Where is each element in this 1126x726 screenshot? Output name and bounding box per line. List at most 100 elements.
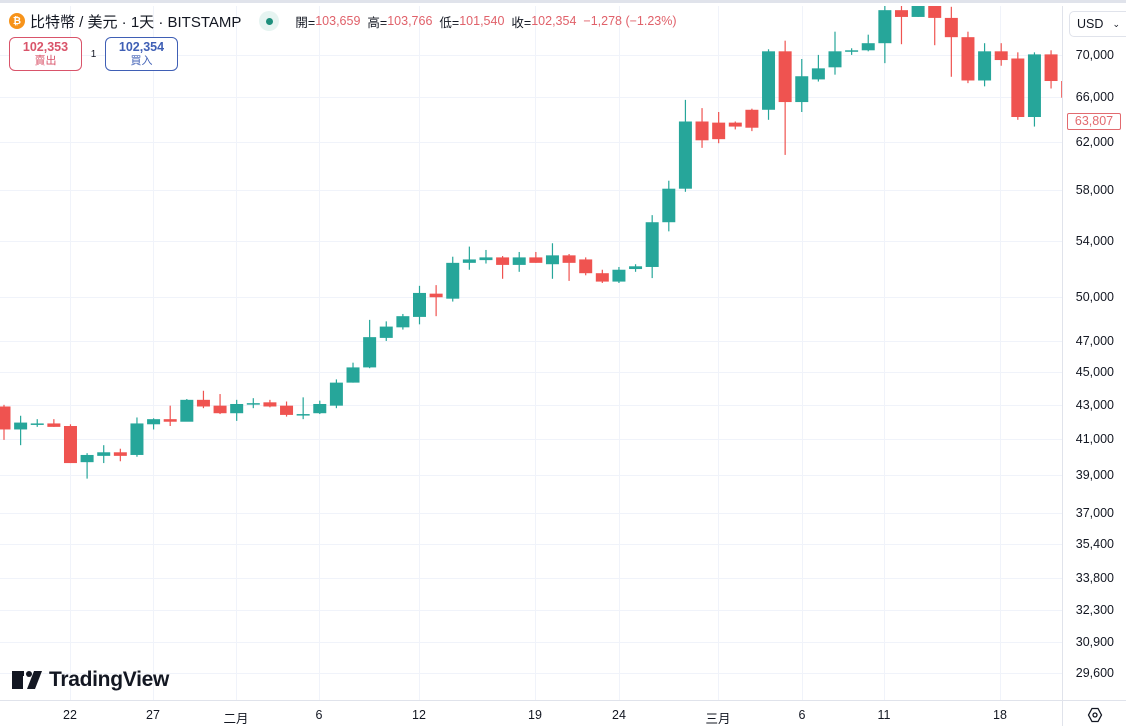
market-open-dot-icon — [265, 17, 273, 25]
candle[interactable] — [911, 6, 925, 17]
candle[interactable] — [961, 31, 975, 84]
candle[interactable] — [213, 394, 227, 415]
tradingview-logo-text: TradingView — [49, 668, 170, 691]
candle[interactable] — [496, 256, 510, 279]
candle[interactable] — [678, 99, 692, 192]
price-tick-label: 62,000 — [1075, 135, 1114, 150]
candle[interactable] — [645, 215, 659, 279]
candle[interactable] — [196, 390, 210, 409]
price-tick-label: 58,000 — [1075, 182, 1114, 197]
close-value: 102,354 — [531, 14, 577, 28]
sell-button[interactable]: 102,353 賣出 — [9, 37, 82, 71]
candle[interactable] — [130, 417, 144, 457]
candle[interactable] — [894, 6, 908, 45]
candle[interactable] — [1044, 50, 1058, 89]
candle[interactable] — [878, 6, 892, 64]
price-tick-label: 29,600 — [1075, 665, 1114, 680]
candle[interactable] — [762, 49, 776, 120]
price-tick-label: 33,800 — [1075, 570, 1114, 585]
candle[interactable] — [180, 399, 194, 422]
candle[interactable] — [446, 256, 460, 302]
currency-selector[interactable]: USD ⌄ — [1069, 11, 1126, 37]
tradingview-logo-icon — [12, 671, 42, 689]
candle[interactable] — [363, 319, 377, 369]
candle[interactable] — [579, 257, 593, 276]
candle[interactable] — [978, 43, 992, 87]
candle[interactable] — [280, 401, 294, 417]
candle[interactable] — [346, 362, 360, 383]
candle[interactable] — [695, 108, 709, 148]
candle[interactable] — [230, 399, 244, 421]
candle[interactable] — [479, 249, 493, 264]
candle[interactable] — [462, 246, 476, 270]
candle[interactable] — [595, 269, 609, 284]
candle[interactable] — [97, 445, 111, 464]
candle[interactable] — [811, 54, 825, 82]
buy-button[interactable]: 102,354 買入 — [105, 37, 178, 71]
candle[interactable] — [413, 285, 426, 325]
candle[interactable] — [994, 43, 1008, 66]
price-tick-label: 45,000 — [1075, 365, 1114, 380]
currency-label: USD — [1077, 17, 1104, 31]
candle[interactable] — [861, 34, 875, 52]
candle[interactable] — [113, 448, 127, 462]
symbol-legend: ₿ 比特幣 / 美元 · 1天 · BITSTAMP 開= 103,659 高= 1… — [9, 11, 677, 31]
time-axis[interactable]: 22 27 二月 6 12 19 24 三月 6 11 18 — [0, 700, 1062, 726]
candle[interactable] — [1011, 52, 1025, 120]
candle[interactable] — [379, 321, 393, 341]
candle[interactable] — [944, 6, 958, 77]
price-tick-label: 37,000 — [1075, 505, 1114, 520]
candle[interactable] — [662, 180, 676, 232]
candle[interactable] — [778, 40, 792, 155]
candle[interactable] — [1027, 52, 1041, 127]
price-tick-label: 50,000 — [1075, 289, 1114, 304]
candle[interactable] — [296, 397, 310, 420]
candle[interactable] — [629, 264, 643, 272]
candle[interactable] — [795, 59, 809, 112]
candle[interactable] — [562, 253, 576, 281]
candle[interactable] — [1061, 81, 1062, 98]
candle[interactable] — [828, 31, 842, 75]
symbol-title[interactable]: 比特幣 / 美元 · 1天 · BITSTAMP — [30, 13, 242, 31]
sell-label: 賣出 — [34, 55, 57, 67]
candle[interactable] — [712, 111, 726, 144]
price-tick-label: 47,000 — [1075, 333, 1114, 348]
market-status-indicator[interactable] — [259, 11, 280, 31]
low-value: 101,540 — [459, 14, 505, 28]
candle[interactable] — [529, 251, 543, 263]
candle[interactable] — [163, 405, 177, 427]
time-tick-label: 18 — [993, 708, 1007, 722]
chart-plot-area[interactable] — [0, 6, 1062, 700]
candle[interactable] — [545, 243, 559, 279]
tradingview-watermark[interactable]: TradingView — [12, 668, 169, 692]
time-tick-label: 27 — [146, 708, 160, 722]
candle[interactable] — [745, 108, 759, 132]
candle[interactable] — [313, 400, 327, 415]
price-axis[interactable]: USD ⌄ 70,000 66,000 62,000 58,000 54,000 50,0… — [1062, 6, 1126, 700]
candle[interactable] — [30, 419, 44, 427]
candle[interactable] — [396, 313, 410, 330]
candle[interactable] — [429, 285, 443, 317]
candle[interactable] — [612, 266, 626, 284]
chart-settings-button[interactable] — [1062, 700, 1126, 726]
candle[interactable] — [845, 48, 859, 55]
time-tick-label: 12 — [412, 708, 426, 722]
time-tick-label: 6 — [315, 708, 323, 722]
candle[interactable] — [329, 379, 343, 409]
candle[interactable] — [47, 419, 61, 427]
candle[interactable] — [147, 418, 161, 430]
time-tick-label: 22 — [63, 708, 77, 722]
settings-gear-icon — [1087, 707, 1102, 723]
candle[interactable] — [928, 6, 942, 46]
chevron-down-icon: ⌄ — [1112, 19, 1120, 29]
candle[interactable] — [263, 399, 277, 408]
candlestick-chart[interactable] — [0, 6, 1062, 700]
candle[interactable] — [0, 404, 11, 440]
price-tick-label: 35,400 — [1075, 537, 1114, 552]
candle[interactable] — [512, 251, 526, 272]
candle[interactable] — [246, 398, 260, 409]
candle[interactable] — [728, 121, 742, 130]
candle[interactable] — [63, 424, 77, 464]
candle[interactable] — [14, 415, 28, 446]
candle[interactable] — [80, 453, 94, 479]
